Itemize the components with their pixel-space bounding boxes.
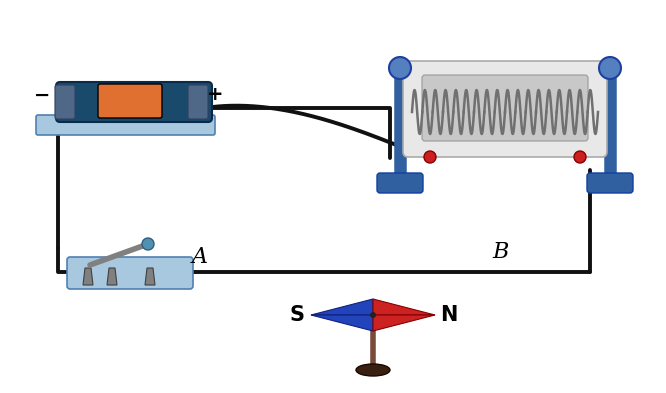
Polygon shape xyxy=(373,299,435,315)
Circle shape xyxy=(142,238,154,250)
Polygon shape xyxy=(311,315,373,331)
Text: +: + xyxy=(206,86,223,105)
Text: −: − xyxy=(34,86,50,105)
FancyBboxPatch shape xyxy=(188,85,208,119)
Text: N: N xyxy=(440,305,458,325)
FancyBboxPatch shape xyxy=(587,173,633,193)
Circle shape xyxy=(389,57,411,79)
Polygon shape xyxy=(107,268,117,285)
Polygon shape xyxy=(145,268,155,285)
Text: A: A xyxy=(192,246,208,268)
FancyBboxPatch shape xyxy=(403,61,607,157)
Polygon shape xyxy=(311,299,373,315)
FancyBboxPatch shape xyxy=(98,84,162,118)
FancyBboxPatch shape xyxy=(36,115,215,135)
Polygon shape xyxy=(373,315,435,331)
FancyBboxPatch shape xyxy=(56,82,212,122)
Circle shape xyxy=(574,151,586,163)
Ellipse shape xyxy=(356,364,390,376)
FancyBboxPatch shape xyxy=(377,173,423,193)
Text: B: B xyxy=(492,241,508,263)
FancyBboxPatch shape xyxy=(55,85,75,119)
Text: S: S xyxy=(290,305,304,325)
FancyBboxPatch shape xyxy=(422,75,588,141)
Circle shape xyxy=(424,151,436,163)
Circle shape xyxy=(370,312,376,318)
Circle shape xyxy=(599,57,621,79)
FancyBboxPatch shape xyxy=(67,257,193,289)
Polygon shape xyxy=(83,268,93,285)
